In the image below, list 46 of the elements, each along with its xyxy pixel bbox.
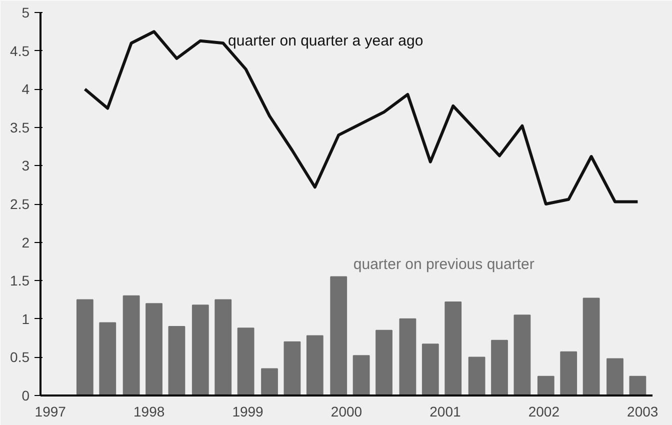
bar — [399, 318, 416, 396]
x-tick-label: 1997 — [34, 404, 66, 420]
bar — [537, 376, 554, 396]
bar — [330, 276, 348, 396]
bar — [306, 335, 324, 396]
x-tick-label: 2001 — [430, 404, 461, 420]
y-tick-label: 4.5 — [10, 42, 30, 59]
bar — [237, 328, 254, 396]
y-tick-label: 3 — [22, 158, 30, 174]
bar — [99, 322, 116, 396]
y-tick-label: 4 — [22, 81, 30, 98]
bar — [582, 298, 600, 396]
y-tick-label: 2.5 — [10, 196, 30, 212]
bar — [468, 356, 486, 396]
bar — [261, 368, 278, 396]
bar — [629, 376, 646, 396]
y-tick-label: 1 — [22, 310, 30, 327]
bar — [606, 358, 624, 396]
y-tick-label: 2 — [22, 234, 30, 250]
y-tick-label: 1.5 — [10, 272, 30, 289]
bar — [146, 303, 162, 396]
bar — [560, 351, 578, 396]
bar — [214, 299, 232, 396]
bar — [376, 330, 392, 396]
x-tick-label: 2002 — [528, 404, 560, 420]
bar — [122, 295, 140, 396]
y-tick-label: 0 — [22, 388, 30, 404]
x-tick-label: 1998 — [134, 404, 165, 420]
series-label: quarter on previous quarter — [353, 256, 534, 273]
bar — [284, 341, 301, 396]
y-tick-label: 0.5 — [10, 349, 30, 366]
x-tick-label: 2003 — [627, 404, 658, 420]
bar — [76, 299, 94, 396]
y-tick-label: 3.5 — [10, 119, 30, 136]
bar — [491, 340, 508, 396]
x-tick-label: 1999 — [232, 404, 264, 420]
x-tick-label: 2000 — [330, 404, 362, 420]
bar — [168, 326, 186, 396]
line-series — [83, 30, 640, 206]
bar — [352, 355, 370, 396]
bar — [514, 314, 531, 396]
bar — [422, 344, 439, 396]
y-tick-label: 5 — [22, 4, 30, 20]
bar — [192, 304, 209, 396]
bar — [444, 302, 462, 396]
series-label: quarter on quarter a year ago — [228, 32, 424, 50]
